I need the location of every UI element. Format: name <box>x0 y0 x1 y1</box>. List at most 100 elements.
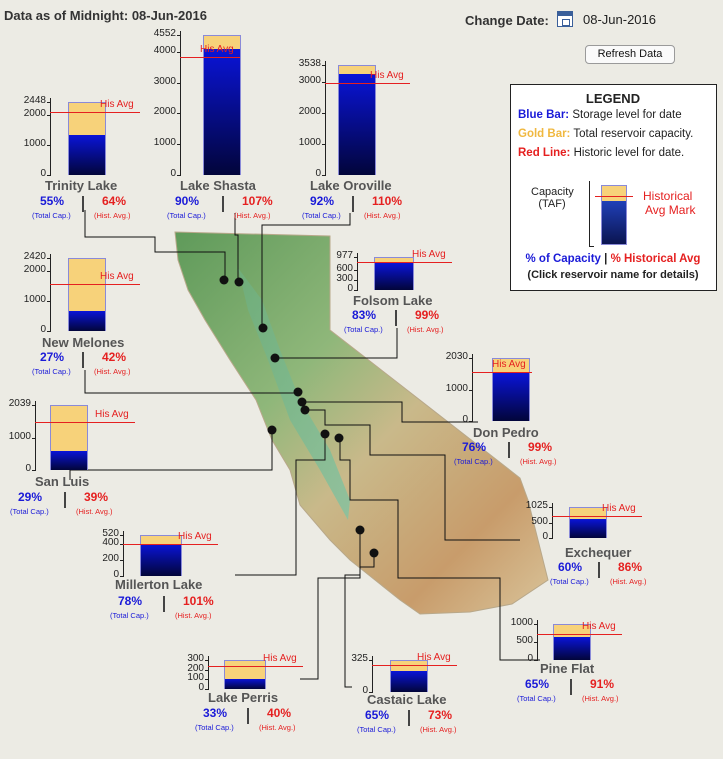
lake-shasta-historic-line <box>180 57 240 59</box>
exchequer-name-link[interactable]: Exchequer <box>565 545 632 560</box>
san-luis-tick-mark <box>32 438 36 440</box>
pine-flat-axis <box>537 620 638 660</box>
don-pedro-total-cap-label: (Total Cap.) <box>454 457 493 466</box>
exchequer-pct-hist: 86% <box>618 560 643 574</box>
don-pedro-historic-line <box>472 372 532 374</box>
millerton-lake-separator <box>163 596 165 612</box>
new-melones-tick-label: 1000 <box>23 293 46 305</box>
folsom-lake-tick-label: 600 <box>336 262 353 274</box>
don-pedro-storage-bar <box>493 373 529 421</box>
millerton-lake-his-avg-label: His Avg <box>178 531 212 543</box>
don-pedro-tick-label: 1000 <box>445 382 468 394</box>
castaic-lake-pct-capacity: 65% <box>365 708 390 722</box>
folsom-lake-tick-mark <box>354 257 358 258</box>
san-luis-tick-mark <box>32 470 36 471</box>
lake-oroville-tick-label: 0 <box>315 168 321 179</box>
lake-oroville-his-avg-label: His Avg <box>370 69 404 81</box>
folsom-lake-pct-capacity: 83% <box>352 308 377 322</box>
folsom-lake-pct-hist: 99% <box>415 308 440 322</box>
lake-shasta-tick-mark <box>177 35 181 36</box>
lake-shasta-axis <box>180 31 281 175</box>
lake-oroville-total-cap-label: (Total Cap.) <box>302 211 341 220</box>
pine-flat-tick-mark <box>534 660 538 661</box>
legend-pct-capacity: % of Capacity <box>525 253 601 265</box>
castaic-lake-total-cap-label: (Total Cap.) <box>357 725 396 734</box>
trinity-lake-historic-line <box>50 112 140 114</box>
don-pedro-his-avg-label: His Avg <box>492 359 526 371</box>
pine-flat-hist-avg-label: (Hist. Avg.) <box>582 694 619 703</box>
lake-oroville-tick-label: 3538 <box>298 58 321 69</box>
trinity-lake-storage-bar <box>69 134 105 175</box>
castaic-lake-name-link[interactable]: Castaic Lake <box>367 692 447 707</box>
new-melones-historic-line <box>50 284 140 286</box>
san-luis-name-link[interactable]: San Luis <box>35 474 90 489</box>
lake-shasta-tick-mark <box>177 113 181 115</box>
lake-shasta-tick-label: 0 <box>170 168 176 179</box>
san-luis-storage-bar <box>51 451 87 470</box>
page-title: Data as of Midnight: 08-Jun-2016 <box>4 8 207 23</box>
folsom-lake-total-cap-label: (Total Cap.) <box>344 325 383 334</box>
new-melones-tick-mark <box>47 300 51 302</box>
lake-perris-hist-avg-label: (Hist. Avg.) <box>259 723 296 732</box>
refresh-data-button[interactable]: Refresh Data <box>585 45 675 64</box>
legend-capacity-label: Capacity <box>531 186 574 198</box>
pine-flat-name-link[interactable]: Pine Flat <box>540 661 595 676</box>
trinity-lake-tick-label: 2448 <box>23 95 46 106</box>
millerton-lake-tick-mark <box>120 544 124 546</box>
castaic-lake-hist-avg-label: (Hist. Avg.) <box>420 725 457 734</box>
san-luis-separator <box>64 492 66 508</box>
san-luis-axis <box>35 401 136 470</box>
trinity-lake-hist-avg-label: (Hist. Avg.) <box>94 211 131 220</box>
trinity-lake-tick-mark <box>47 175 51 176</box>
lake-shasta-tick-label: 3000 <box>153 75 176 87</box>
lake-shasta-tick-mark <box>177 144 181 146</box>
folsom-lake-historic-line <box>357 262 452 264</box>
legend-historic-line <box>595 196 633 197</box>
lake-perris-total-cap-label: (Total Cap.) <box>195 723 234 732</box>
don-pedro-separator <box>508 442 510 458</box>
lake-perris-tick-label: 200 <box>187 662 204 674</box>
don-pedro-pct-capacity: 76% <box>462 440 487 454</box>
exchequer-historic-line <box>552 516 642 518</box>
exchequer-tick-mark <box>549 538 553 539</box>
don-pedro-pct-hist: 99% <box>528 440 553 454</box>
millerton-lake-tick-label: 400 <box>102 537 119 549</box>
trinity-lake-tick-label: 1000 <box>23 138 46 150</box>
millerton-lake-axis <box>123 531 219 576</box>
calendar-icon[interactable] <box>557 11 573 27</box>
san-luis-tick-mark <box>32 405 36 406</box>
lake-oroville-tick-mark <box>322 81 326 83</box>
castaic-lake-tick-mark <box>369 660 373 661</box>
folsom-lake-tick-label: 0 <box>347 283 353 294</box>
lake-perris-name-link[interactable]: Lake Perris <box>208 690 279 705</box>
lake-shasta-tick-label: 4552 <box>153 28 176 39</box>
new-melones-name-link[interactable]: New Melones <box>42 335 125 350</box>
don-pedro-name-link[interactable]: Don Pedro <box>473 425 539 440</box>
don-pedro-axis <box>472 354 568 421</box>
reservoir-dots <box>219 275 379 558</box>
lake-perris-axis <box>208 656 299 689</box>
new-melones-his-avg-label: His Avg <box>100 271 134 283</box>
lake-oroville-pct-capacity: 92% <box>310 194 335 208</box>
lake-shasta-name-link[interactable]: Lake Shasta <box>180 178 256 193</box>
trinity-lake-name-link[interactable]: Trinity Lake <box>45 178 118 193</box>
folsom-lake-name-link[interactable]: Folsom Lake <box>353 293 433 308</box>
castaic-lake-tick-label: 0 <box>362 685 368 696</box>
folsom-lake-separator <box>395 310 397 326</box>
millerton-lake-tick-mark <box>120 535 124 536</box>
folsom-lake-hist-avg-label: (Hist. Avg.) <box>407 325 444 334</box>
castaic-lake-historic-line <box>372 664 457 666</box>
lake-perris-tick-label: 0 <box>198 682 204 693</box>
exchequer-total-cap-label: (Total Cap.) <box>550 577 589 586</box>
pine-flat-total-cap-label: (Total Cap.) <box>517 694 556 703</box>
lake-oroville-name-link[interactable]: Lake Oroville <box>310 178 392 193</box>
castaic-lake-his-avg-label: His Avg <box>417 651 451 663</box>
lake-oroville-tick-mark <box>322 143 326 145</box>
date-value[interactable]: 08-Jun-2016 <box>583 12 656 27</box>
lake-perris-storage-bar <box>225 679 265 689</box>
lake-perris-tick-mark <box>205 660 209 661</box>
legend-click-note: (Click reservoir name for details) <box>527 269 699 281</box>
legend-gold-key: Gold Bar: <box>518 128 571 140</box>
millerton-lake-pct-hist: 101% <box>183 594 214 608</box>
millerton-lake-name-link[interactable]: Millerton Lake <box>115 577 203 592</box>
